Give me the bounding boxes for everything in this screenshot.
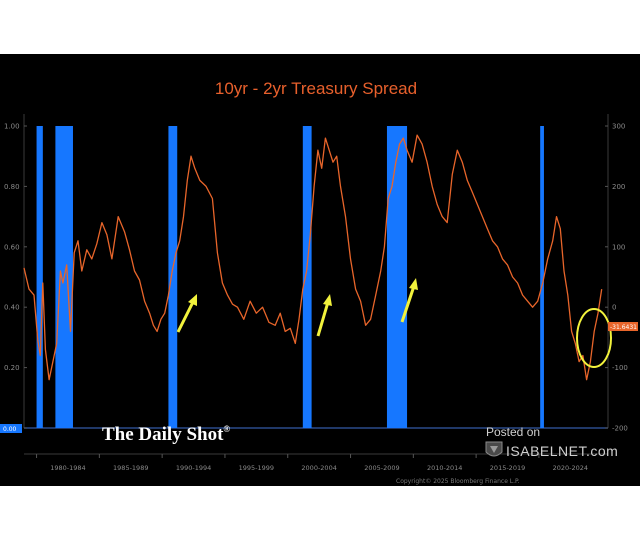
spread-series-line xyxy=(23,134,603,381)
x-tick-label: 1980-1984 xyxy=(50,464,85,472)
recession-bar-4 xyxy=(302,126,312,428)
zero-value-badge: 0.00 xyxy=(0,424,22,433)
y-right-tick-label: 200 xyxy=(612,183,625,191)
y-right-tick-label: -200 xyxy=(612,425,628,433)
arrow-1990 xyxy=(176,294,197,333)
y-left-tick-label: 0.80 xyxy=(4,183,20,191)
last-value-badge: -31.6431 xyxy=(608,322,638,331)
x-tick-label: 2000-2004 xyxy=(301,464,336,472)
chart-frame: 10yr - 2yr Treasury Spread 1.00 0.80 0.60 0… xyxy=(0,54,640,486)
x-tick-label: 1990-1994 xyxy=(176,464,211,472)
isabelnet-shield-icon xyxy=(485,441,503,457)
y-left-tick-label: 0.20 xyxy=(4,364,20,372)
x-tick-label: 2015-2019 xyxy=(490,464,525,472)
y-right-tick-label: 100 xyxy=(612,243,625,251)
x-tick-label: 1985-1989 xyxy=(113,464,148,472)
y-right-tick-label: 0 xyxy=(612,304,616,312)
y-right-tick-label: -100 xyxy=(612,364,628,372)
daily-shot-logo: The Daily Shot® xyxy=(102,424,230,445)
x-tick-label: 2010-2014 xyxy=(427,464,462,472)
recession-bar-3 xyxy=(168,126,178,428)
chart-title: 10yr - 2yr Treasury Spread xyxy=(215,79,417,98)
isabelnet-watermark: ISABELNET.com xyxy=(506,443,618,459)
svg-text:0.00: 0.00 xyxy=(3,426,17,433)
y-left-tick-label: 1.00 xyxy=(4,123,20,131)
recession-bar-5 xyxy=(386,126,408,428)
recession-bar-6 xyxy=(540,126,544,428)
arrow-2000 xyxy=(316,294,332,337)
posted-on-label: Posted on xyxy=(486,425,540,439)
inversion-circle xyxy=(576,308,612,368)
recession-bar-1 xyxy=(36,126,43,428)
svg-text:-31.6431: -31.6431 xyxy=(610,324,637,331)
arrow-2007 xyxy=(400,278,418,323)
copyright-text: Copyright© 2025 Bloomberg Finance L.P. xyxy=(396,478,520,485)
y-right-tick-label: 300 xyxy=(612,123,625,131)
x-tick-label: 2005-2009 xyxy=(364,464,399,472)
y-left-tick-label: 0.40 xyxy=(4,304,20,312)
series-layer xyxy=(23,134,603,381)
chart-svg: 10yr - 2yr Treasury Spread 1.00 0.80 0.60 0… xyxy=(0,79,638,485)
annotation-arrows xyxy=(176,278,418,337)
recession-bands xyxy=(36,126,544,428)
x-tick-label: 1995-1999 xyxy=(239,464,274,472)
x-tick-label: 2020-2024 xyxy=(553,464,588,472)
y-left-tick-label: 0.60 xyxy=(4,243,20,251)
